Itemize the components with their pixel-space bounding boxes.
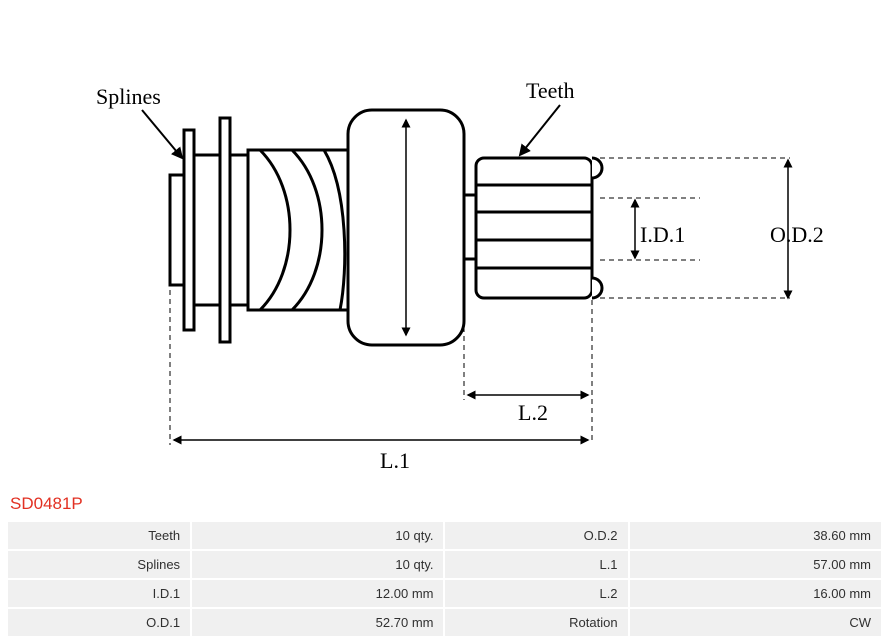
spec-key: O.D.1 — [8, 609, 190, 636]
part-code: SD0481P — [0, 490, 889, 520]
spec-table: Teeth10 qty.O.D.238.60 mmSplines10 qty.L… — [0, 520, 889, 644]
spec-key: O.D.2 — [445, 522, 627, 549]
spec-value: 52.70 mm — [192, 609, 443, 636]
table-row: O.D.152.70 mmRotationCW — [8, 609, 881, 636]
spec-value: CW — [630, 609, 881, 636]
spec-key: L.2 — [445, 580, 627, 607]
spec-value: 10 qty. — [192, 551, 443, 578]
diagram-svg — [0, 0, 889, 490]
spec-value: 10 qty. — [192, 522, 443, 549]
technical-diagram: Splines Teeth O.D.1 O.D.2 I.D.1 L.1 L.2 — [0, 0, 889, 490]
spec-value: 38.60 mm — [630, 522, 881, 549]
spec-key: I.D.1 — [8, 580, 190, 607]
spec-key: L.1 — [445, 551, 627, 578]
spec-value: 16.00 mm — [630, 580, 881, 607]
table-row: Splines10 qty.L.157.00 mm — [8, 551, 881, 578]
spec-value: 57.00 mm — [630, 551, 881, 578]
spec-key: Splines — [8, 551, 190, 578]
table-row: Teeth10 qty.O.D.238.60 mm — [8, 522, 881, 549]
spec-key: Rotation — [445, 609, 627, 636]
spec-value: 12.00 mm — [192, 580, 443, 607]
table-row: I.D.112.00 mmL.216.00 mm — [8, 580, 881, 607]
spec-key: Teeth — [8, 522, 190, 549]
